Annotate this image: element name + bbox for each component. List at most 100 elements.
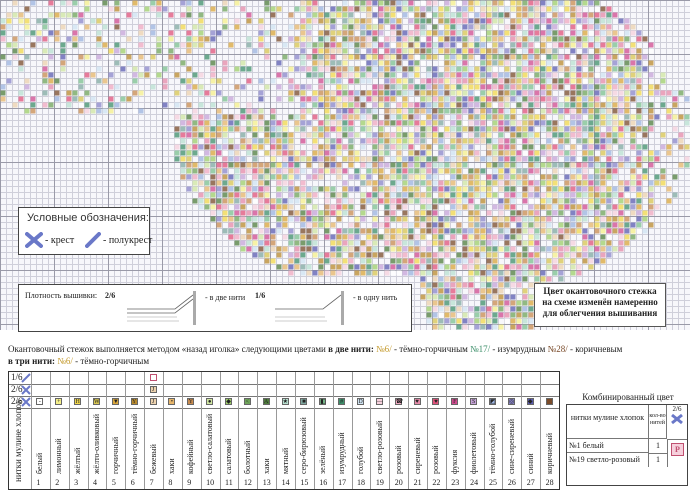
stitch-cell [492,156,498,162]
stitch-cell [0,36,6,42]
stitch-cell [384,72,390,78]
stitch-cell [444,288,450,294]
stitch-cell [372,90,378,96]
stitch-cell [474,168,480,174]
stitch-cell [570,84,576,90]
stitch-cell [270,174,276,180]
stitch-cell [360,210,366,216]
stitch-cell [270,162,276,168]
stitch-cell [366,126,372,132]
stitch-cell [528,0,534,6]
stitch-cell [84,6,90,12]
stitch-cell [432,30,438,36]
stitch-cell [600,138,606,144]
stitch-cell [276,96,282,102]
stitch-cell [174,72,180,78]
stitch-cell [240,114,246,120]
stitch-cell [642,54,648,60]
stitch-cell [264,210,270,216]
stitch-cell [438,264,444,270]
stitch-cell [432,204,438,210]
stitch-cell [618,222,624,228]
stitch-cell [396,36,402,42]
stitch-cell [474,0,480,6]
stitch-cell [60,24,66,30]
stitch-cell [210,30,216,36]
stitch-cell [318,198,324,204]
stitch-cell [570,192,576,198]
stitch-cell [498,144,504,150]
stitch-cell [534,48,540,54]
stitch-cell [510,216,516,222]
stitch-cell [384,60,390,66]
stitch-cell [582,192,588,198]
stitch-cell [672,114,678,120]
stitch-cell [432,324,438,330]
stitch-cell [42,102,48,108]
stitch-cell [348,150,354,156]
stitch-cell [348,30,354,36]
stitch-cell [582,216,588,222]
stitch-cell [228,42,234,48]
stitch-cell [192,144,198,150]
stitch-cell [510,138,516,144]
stitch-cell [270,30,276,36]
stitch-cell [420,204,426,210]
stitch-cell [324,114,330,120]
stitch-cell [570,264,576,270]
stitch-cell [444,6,450,12]
stitch-cell [300,48,306,54]
stitch-cell [504,186,510,192]
stitch-cell [612,30,618,36]
stitch-cell [54,96,60,102]
stitch-cell [450,312,456,318]
stitch-cell [438,312,444,318]
stitch-cell [402,0,408,6]
stitch-cell [570,270,576,276]
stitch-cell [504,264,510,270]
stitch-cell [348,240,354,246]
stitch-cell [504,318,510,324]
stitch-cell [618,132,624,138]
stitch-cell [618,78,624,84]
stitch-cell [414,162,420,168]
stitch-cell [354,6,360,12]
stitch-cell [360,18,366,24]
stitch-cell [468,66,474,72]
stitch-cell [492,306,498,312]
color-name: тёмно-голубой [488,423,497,474]
stitch-cell [444,204,450,210]
stitch-cell [534,60,540,66]
stitch-cell [498,276,504,282]
stitch-cell [432,96,438,102]
color-name: серо-бирюзовый [299,417,309,474]
stitch-cell [24,84,30,90]
stitch-cell [366,198,372,204]
stitch-cell [432,72,438,78]
stitch-cell [36,18,42,24]
stitch-cell [198,114,204,120]
stitch-cell [348,132,354,138]
stitch-cell [390,54,396,60]
stitch-cell [516,168,522,174]
stitch-cell [312,126,318,132]
stitch-cell [372,12,378,18]
stitch-cell [528,192,534,198]
stitch-cell [222,0,228,6]
stitch-cell [420,270,426,276]
stitch-cell [540,42,546,48]
stitch-cell [408,186,414,192]
stitch-cell [306,222,312,228]
color-symbol: ■ [300,398,308,405]
stitch-cell [348,222,354,228]
stitch-cell [414,30,420,36]
stitch-cell [594,144,600,150]
stitch-cell [294,36,300,42]
stitch-cell [468,108,474,114]
stitch-cell [540,126,546,132]
stitch-cell [378,180,384,186]
stitch-cell [300,228,306,234]
stitch-cell [330,72,336,78]
stitch-cell [540,222,546,228]
stitch-cell [186,162,192,168]
